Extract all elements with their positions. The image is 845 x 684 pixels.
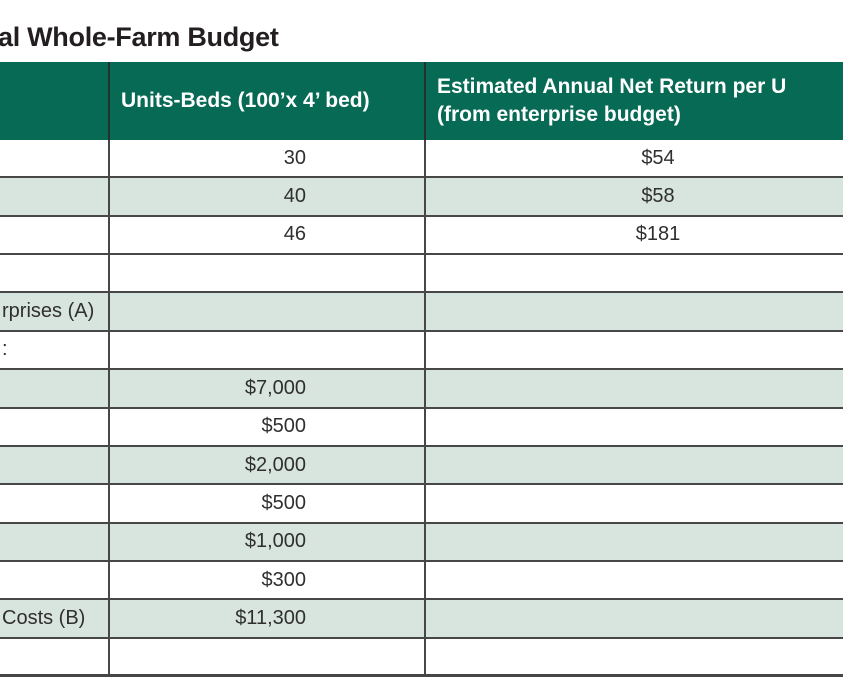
row-units-cell [108,331,424,369]
row-label-cell [0,140,108,176]
table-row: $300 [0,561,845,601]
table-row: $500 [0,485,845,524]
row-net-return-cell [424,600,845,637]
row-label-cell [0,447,108,483]
header-net-return-line1: Estimated Annual Net Return per U [437,75,787,98]
row-label-cell [0,524,108,560]
table-row: 30 $54 [0,140,845,179]
row-units-cell: $500 [108,408,424,445]
row-units-cell: 30 [108,140,424,177]
table-row: : [0,331,845,371]
header-cell-enterprise [0,62,108,140]
table-header-row: Units-Beds (100’x 4’ bed) Estimated Annu… [0,62,845,140]
row-label-cell [0,370,108,406]
row-net-return-cell [424,408,845,445]
row-net-return-cell [424,331,845,369]
row-units-cell: 46 [108,216,424,254]
row-label-cell: Costs (B) [2,606,86,629]
table-row: $500 [0,408,845,447]
header-units-beds-label: Units-Beds (100’x 4’ bed) [121,89,370,112]
header-cell-net-return: Estimated Annual Net Return per U (from … [424,62,845,140]
row-label-cell [0,409,108,445]
table-row: 40 $58 [0,178,845,217]
table-body: 30 $54 40 $58 46 $181 rprises (A) : $7,0… [0,140,845,678]
table-row: $1,000 [0,523,845,562]
whole-farm-budget-table: Units-Beds (100’x 4’ bed) Estimated Annu… [0,62,845,678]
row-net-return-cell [424,370,845,407]
row-net-return-cell [424,523,845,560]
page-edge-strip [843,0,845,684]
row-units-cell: 40 [108,178,424,215]
row-net-return-cell [424,485,845,522]
row-units-cell: $2,000 [108,446,424,484]
row-label-cell [0,562,108,598]
row-label-cell [0,255,108,291]
table-row: Costs (B) $11,300 [0,600,845,639]
row-units-cell: $7,000 [108,370,424,407]
page-title: al Whole-Farm Budget [0,22,279,52]
row-units-cell [108,255,424,292]
row-units-cell [108,293,424,330]
row-label-cell: rprises (A) [2,300,95,323]
table-row [0,638,845,678]
row-label-cell: : [2,338,8,361]
row-units-cell: $500 [108,485,424,522]
row-net-return-cell: $58 [424,178,845,215]
row-net-return-cell: $54 [424,140,845,177]
table-row: rprises (A) [0,293,845,332]
row-units-cell: $300 [108,561,424,599]
row-net-return-cell [424,255,845,292]
table-row: $7,000 [0,370,845,409]
row-label-cell [0,485,108,521]
row-label-cell [0,639,108,674]
row-net-return-cell [424,293,845,330]
row-units-cell [108,638,424,675]
table-row: 46 $181 [0,216,845,256]
row-net-return-cell [424,638,845,675]
row-net-return-cell [424,561,845,599]
row-units-cell: $11,300 [108,600,424,637]
table-row [0,255,845,294]
row-units-cell: $1,000 [108,523,424,560]
row-label-cell [0,178,108,214]
row-net-return-cell [424,446,845,484]
header-net-return-line2: (from enterprise budget) [437,103,681,126]
header-cell-units-beds: Units-Beds (100’x 4’ bed) [108,62,424,140]
table-row: $2,000 [0,446,845,486]
row-net-return-cell: $181 [424,216,845,254]
row-label-cell [0,217,108,253]
